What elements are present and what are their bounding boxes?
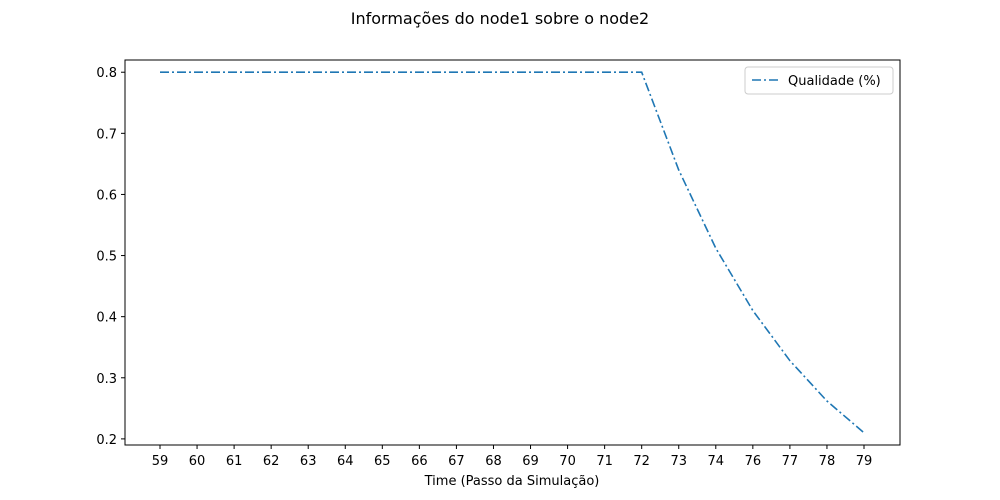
x-tick-label: 63 <box>300 454 317 469</box>
x-tick-label: 73 <box>670 454 687 469</box>
x-tick-label: 66 <box>411 454 428 469</box>
y-tick-label: 0.2 <box>96 433 117 448</box>
chart-title: Informações do node1 sobre o node2 <box>351 9 649 28</box>
x-tick-label: 68 <box>485 454 502 469</box>
x-tick-label: 74 <box>708 454 725 469</box>
legend-box <box>744 66 894 95</box>
x-tick-label: 70 <box>559 454 576 469</box>
y-tick-label: 0.3 <box>96 372 117 387</box>
legend-label-qualidade: Qualidade (%) <box>788 74 881 89</box>
x-tick-label: 72 <box>633 454 650 469</box>
x-axis: 59 60 61 62 63 64 65 66 67 68 69 70 71 72 73 74 76 77 78 79 <box>152 445 873 469</box>
y-axis: 0.2 0.3 0.4 0.5 0.6 0.7 0.8 <box>96 66 125 448</box>
series-line-qualidade <box>160 71 865 434</box>
x-tick-label: 65 <box>374 454 391 469</box>
y-tick-label: 0.6 <box>96 188 117 203</box>
legend: Qualidade (%) <box>744 66 894 95</box>
x-tick-label: 62 <box>263 454 280 469</box>
y-tick-label: 0.8 <box>96 66 117 81</box>
x-tick-label: 78 <box>819 454 836 469</box>
x-tick-label: 60 <box>189 454 206 469</box>
y-tick-label: 0.7 <box>96 127 117 142</box>
x-axis-label: Time (Passo da Simulação) <box>424 474 600 489</box>
x-tick-label: 77 <box>782 454 799 469</box>
x-tick-label: 67 <box>448 454 465 469</box>
x-tick-label: 71 <box>596 454 613 469</box>
x-tick-label: 79 <box>856 454 873 469</box>
x-tick-label: 64 <box>337 454 354 469</box>
x-tick-label: 69 <box>522 454 539 469</box>
plot-area <box>124 59 901 446</box>
x-tick-label: 76 <box>745 454 762 469</box>
x-tick-label: 61 <box>226 454 243 469</box>
y-tick-label: 0.4 <box>96 311 117 326</box>
y-tick-label: 0.5 <box>96 250 117 265</box>
x-tick-label: 59 <box>152 454 169 469</box>
